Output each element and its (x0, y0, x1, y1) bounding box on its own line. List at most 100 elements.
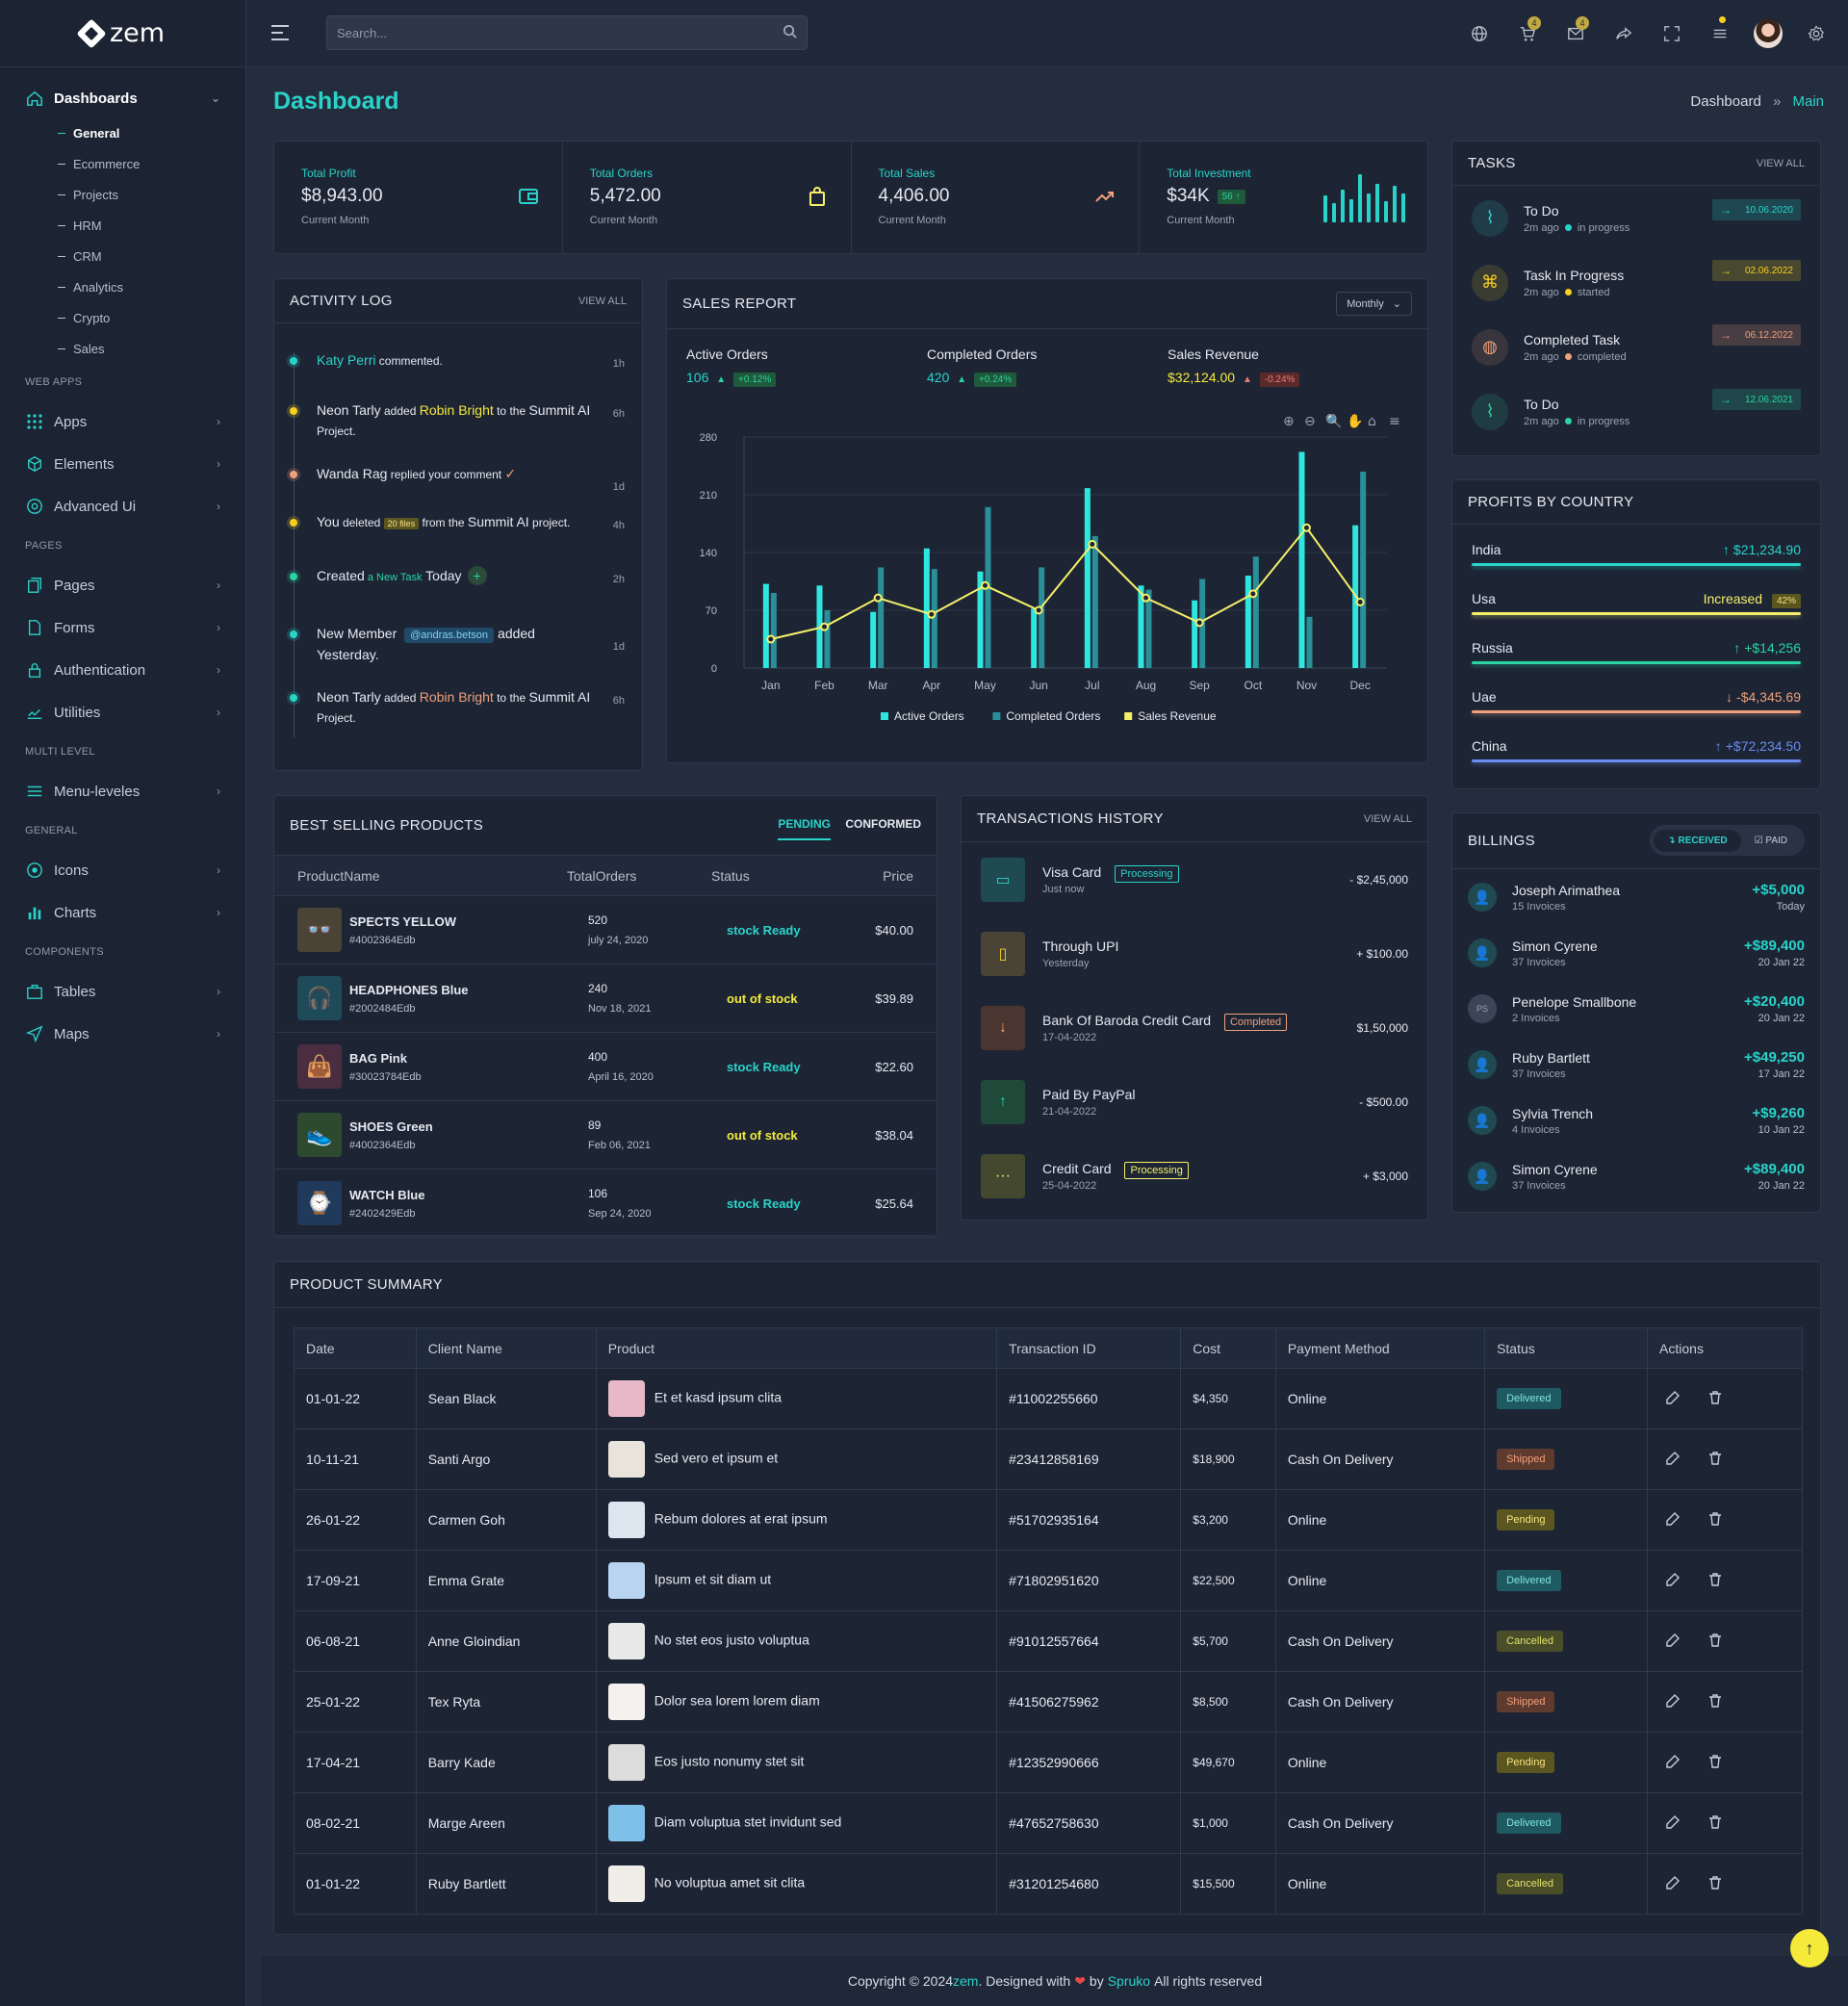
trash-icon[interactable] (1707, 1390, 1723, 1408)
table-row[interactable]: 17-04-21 Barry Kade Eos justo nonumy ste… (294, 1732, 1803, 1793)
search-zoom-icon[interactable]: 🔍 (1325, 414, 1342, 429)
task-item[interactable]: ◍ Completed Task 2m ago completed → 06.12… (1452, 315, 1820, 379)
globe-icon[interactable] (1455, 0, 1503, 67)
user-avatar[interactable] (1744, 0, 1792, 67)
activity-view-all-link[interactable]: VIEW ALL (578, 295, 627, 307)
notifications-icon[interactable] (1696, 0, 1744, 67)
edit-icon[interactable] (1665, 1451, 1681, 1469)
tab-received[interactable]: ↴ RECEIVED (1654, 829, 1741, 852)
transactions-view-all-link[interactable]: VIEW ALL (1363, 812, 1412, 825)
sidebar-subitem-projects[interactable]: Projects (0, 179, 245, 210)
sidebar-subitem-general[interactable]: General (0, 117, 245, 148)
table-row[interactable]: 👓 SPECTS YELLOW #4002364Edb 520 july 24,… (274, 896, 937, 964)
tab-paid[interactable]: ☑ PAID (1741, 830, 1801, 852)
sidebar-item-charts[interactable]: Charts › (0, 891, 245, 934)
sidebar-item-tables[interactable]: Tables › (0, 970, 245, 1013)
billing-item[interactable]: PS Penelope Smallbone 2 Invoices +$20,40… (1452, 981, 1820, 1037)
member-mention-badge[interactable]: @andras.betson (404, 628, 495, 643)
sidebar-subitem-crm[interactable]: CRM (0, 241, 245, 271)
edit-icon[interactable] (1665, 1633, 1681, 1651)
trash-icon[interactable] (1707, 1633, 1723, 1651)
table-row[interactable]: 08-02-21 Marge Areen Diam voluptua stet … (294, 1792, 1803, 1854)
billing-item[interactable]: 👤 Joseph Arimathea 15 Invoices +$5,000 T… (1452, 869, 1820, 925)
edit-icon[interactable] (1665, 1390, 1681, 1408)
sidebar-subitem-analytics[interactable]: Analytics (0, 271, 245, 302)
table-row[interactable]: 👜 BAG Pink #30023784Edb 400 April 16, 20… (274, 1033, 937, 1101)
pan-hand-icon[interactable]: ✋ (1347, 414, 1363, 429)
search-icon[interactable] (783, 24, 797, 41)
transaction-item[interactable]: ▭ Visa Card Processing Just now - $2,45,… (962, 842, 1427, 916)
billing-item[interactable]: 👤 Ruby Bartlett 37 Invoices +$49,250 17 … (1452, 1037, 1820, 1093)
zoom-out-icon[interactable]: ⊖ (1304, 414, 1316, 429)
period-select[interactable]: Monthly ⌄ (1336, 292, 1412, 316)
breadcrumb-main[interactable]: Main (1792, 93, 1824, 110)
sidebar-item-auth[interactable]: Authentication › (0, 649, 245, 691)
transaction-item[interactable]: ▯ Through UPI Yesterday + $100.00 (962, 916, 1427, 990)
sidebar-subitem-sales[interactable]: Sales (0, 333, 245, 364)
table-row[interactable]: 25-01-22 Tex Ryta Dolor sea lorem lorem … (294, 1671, 1803, 1733)
table-row[interactable]: 17-09-21 Emma Grate Ipsum et sit diam ut… (294, 1550, 1803, 1611)
add-task-button[interactable]: + (467, 566, 487, 585)
table-row[interactable]: 10-11-21 Santi Argo Sed vero et ipsum et… (294, 1428, 1803, 1490)
transaction-item[interactable]: ··· Credit Card Processing 25-04-2022 + … (962, 1139, 1427, 1213)
share-icon[interactable] (1600, 0, 1648, 67)
sidebar-item-advanced[interactable]: Advanced Ui › (0, 485, 245, 527)
edit-icon[interactable] (1665, 1693, 1681, 1711)
table-row[interactable]: 06-08-21 Anne Gloindian No stet eos just… (294, 1610, 1803, 1672)
edit-icon[interactable] (1665, 1754, 1681, 1772)
trash-icon[interactable] (1707, 1754, 1723, 1772)
transaction-item[interactable]: ↑ Paid By PayPal 21-04-2022 - $500.00 (962, 1065, 1427, 1139)
mail-icon[interactable]: 4 (1552, 0, 1600, 67)
trash-icon[interactable] (1707, 1511, 1723, 1530)
sidebar-item-menu[interactable]: Menu-leveles › (0, 770, 245, 812)
sidebar-item-dashboards[interactable]: Dashboards ⌄ (0, 79, 245, 117)
trash-icon[interactable] (1707, 1451, 1723, 1469)
sidebar-subitem-hrm[interactable]: HRM (0, 210, 245, 241)
billing-item[interactable]: 👤 Simon Cyrene 37 Invoices +$89,400 20 J… (1452, 1148, 1820, 1204)
table-row[interactable]: 🎧 HEADPHONES Blue #2002484Edb 240 Nov 18… (274, 964, 937, 1033)
tasks-view-all-link[interactable]: VIEW ALL (1756, 157, 1805, 169)
table-row[interactable]: 👟 SHOES Green #4002364Edb 89 Feb 06, 202… (274, 1101, 937, 1170)
cart-icon[interactable]: 4 (1503, 0, 1552, 67)
footer-author-link[interactable]: Spruko (1107, 1973, 1151, 1989)
zoom-in-icon[interactable]: ⊕ (1283, 414, 1295, 429)
table-row[interactable]: ⌚ WATCH Blue #2402429Edb 106 Sep 24, 202… (274, 1170, 937, 1238)
trash-icon[interactable] (1707, 1572, 1723, 1590)
scroll-to-top-button[interactable]: ↑ (1790, 1929, 1829, 1967)
sidebar-subitem-ecommerce[interactable]: Ecommerce (0, 148, 245, 179)
sidebar-item-maps[interactable]: Maps › (0, 1013, 245, 1055)
menu-toggle-icon[interactable] (271, 25, 289, 40)
sidebar-subitem-crypto[interactable]: Crypto (0, 302, 245, 333)
transaction-item[interactable]: ↓ Bank Of Baroda Credit Card Completed 1… (962, 990, 1427, 1065)
breadcrumb-dashboard[interactable]: Dashboard (1690, 93, 1761, 110)
edit-icon[interactable] (1665, 1875, 1681, 1893)
edit-icon[interactable] (1665, 1814, 1681, 1833)
tab-pending[interactable]: PENDING (778, 817, 831, 840)
sidebar-item-icons[interactable]: Icons › (0, 849, 245, 891)
menu-icon[interactable]: ≡ (1389, 414, 1400, 429)
sidebar-item-pages[interactable]: Pages › (0, 564, 245, 606)
tab-conformed[interactable]: CONFORMED (845, 817, 921, 831)
table-row[interactable]: 01-01-22 Sean Black Et et kasd ipsum cli… (294, 1368, 1803, 1429)
table-row[interactable]: 26-01-22 Carmen Goh Rebum dolores at era… (294, 1489, 1803, 1551)
task-item[interactable]: ⌇ To Do 2m ago in progress → 10.06.2020 (1452, 186, 1820, 250)
trash-icon[interactable] (1707, 1875, 1723, 1893)
brand-logo[interactable]: zem (0, 0, 245, 67)
trash-icon[interactable] (1707, 1693, 1723, 1711)
sidebar-item-apps[interactable]: Apps › (0, 400, 245, 443)
billing-item[interactable]: 👤 Simon Cyrene 37 Invoices +$89,400 20 J… (1452, 925, 1820, 981)
sidebar-item-utilities[interactable]: Utilities › (0, 691, 245, 733)
trash-icon[interactable] (1707, 1814, 1723, 1833)
sidebar-item-elements[interactable]: Elements › (0, 443, 245, 485)
home-reset-icon[interactable]: ⌂ (1368, 414, 1376, 429)
settings-gear-icon[interactable] (1792, 0, 1840, 67)
search-input[interactable]: Search... (326, 15, 808, 50)
task-item[interactable]: ⌘ Task In Progress 2m ago started → 02.06… (1452, 250, 1820, 315)
fullscreen-icon[interactable] (1648, 0, 1696, 67)
footer-brand-link[interactable]: zem (953, 1973, 979, 1989)
table-row[interactable]: 01-01-22 Ruby Bartlett No voluptua amet … (294, 1853, 1803, 1915)
sidebar-item-forms[interactable]: Forms › (0, 606, 245, 649)
task-item[interactable]: ⌇ To Do 2m ago in progress → 12.06.2021 (1452, 379, 1820, 444)
edit-icon[interactable] (1665, 1511, 1681, 1530)
billing-item[interactable]: 👤 Sylvia Trench 4 Invoices +$9,260 10 Ja… (1452, 1093, 1820, 1148)
